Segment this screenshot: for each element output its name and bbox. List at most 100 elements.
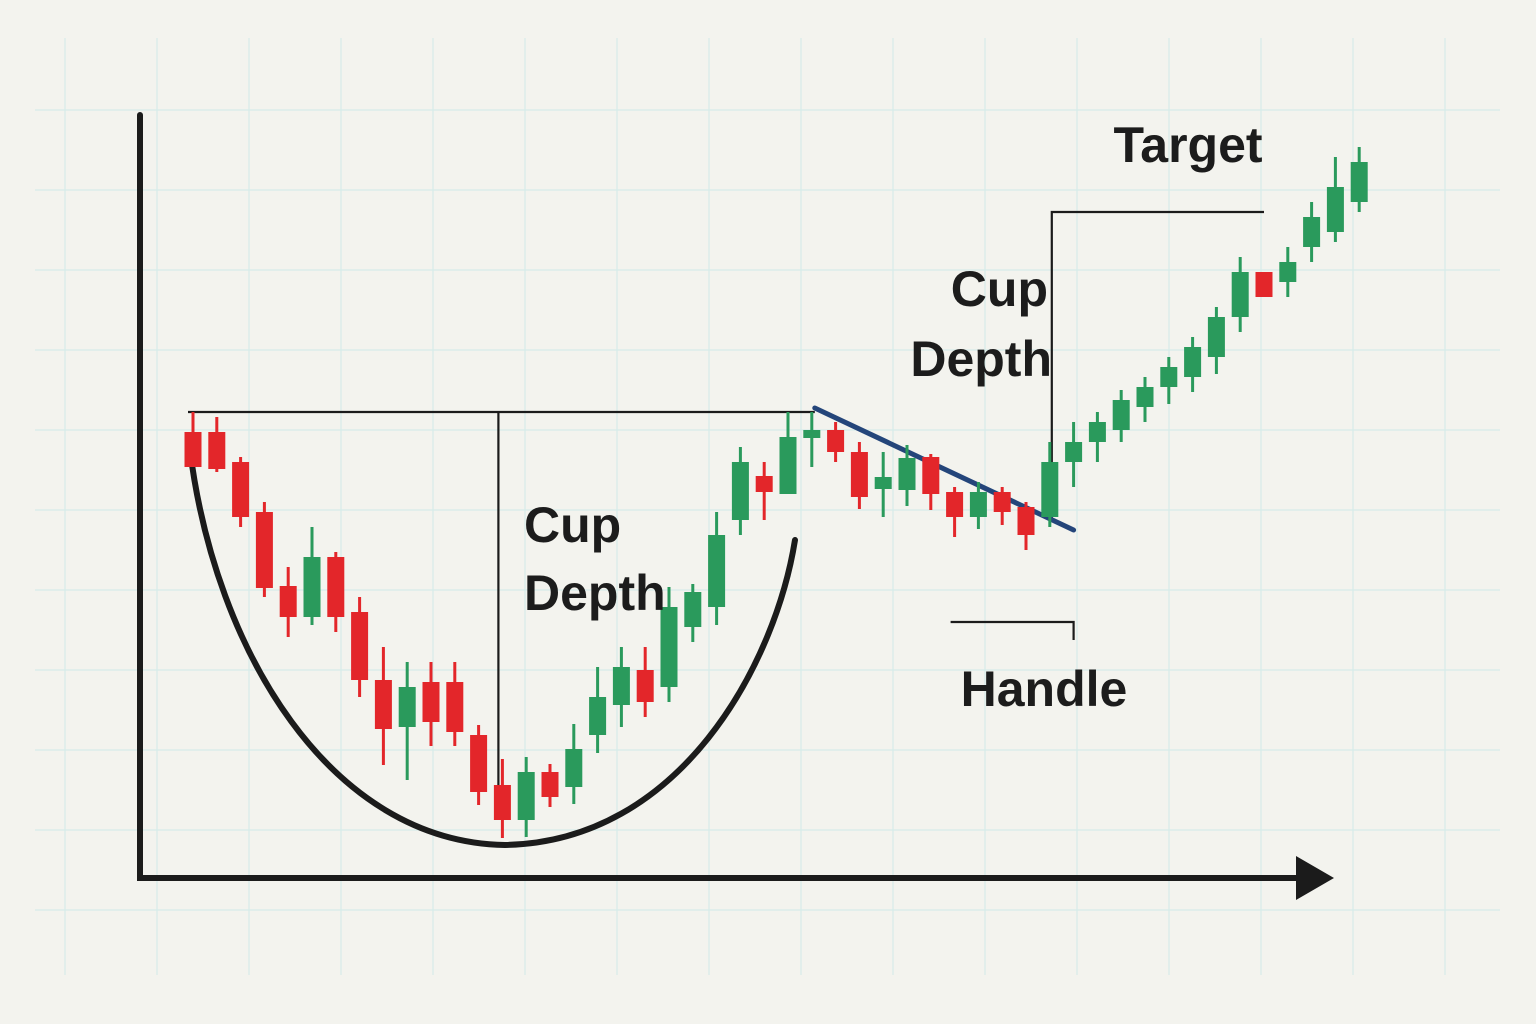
candle-body bbox=[708, 535, 726, 607]
candle-body bbox=[398, 687, 416, 727]
candle-body bbox=[874, 477, 892, 489]
candle bbox=[446, 662, 464, 746]
candle-body bbox=[589, 697, 607, 735]
candle-body bbox=[1088, 422, 1106, 442]
candle-body bbox=[946, 492, 964, 517]
candle-body bbox=[1326, 187, 1344, 232]
candle-body bbox=[1279, 262, 1297, 282]
candle-body bbox=[374, 680, 392, 729]
candle bbox=[755, 462, 773, 520]
candle-body bbox=[827, 430, 845, 452]
handle-label: Handle bbox=[961, 661, 1128, 717]
candle-body bbox=[208, 432, 226, 469]
candle-body bbox=[803, 430, 821, 438]
candle bbox=[874, 452, 892, 517]
candle-body bbox=[422, 682, 440, 722]
cup-curve bbox=[187, 447, 798, 849]
candle-body bbox=[684, 592, 702, 627]
candle bbox=[303, 527, 321, 625]
candle bbox=[1350, 147, 1368, 212]
x-axis-arrow bbox=[1296, 856, 1334, 900]
candle bbox=[493, 759, 511, 838]
candle bbox=[1255, 272, 1273, 297]
candle bbox=[517, 757, 535, 837]
candle bbox=[398, 662, 416, 780]
candle-body bbox=[493, 785, 511, 820]
handle-bracket bbox=[950, 620, 1075, 640]
cup-depth-label-1-line-1: Cup bbox=[524, 497, 621, 553]
candle bbox=[1279, 247, 1297, 297]
candle-body bbox=[1207, 317, 1225, 357]
target-projection-line bbox=[1050, 210, 1264, 522]
candle-body bbox=[1255, 272, 1273, 297]
candle-body bbox=[731, 462, 749, 520]
candle bbox=[1041, 442, 1059, 527]
candle bbox=[827, 422, 845, 462]
candle-body bbox=[351, 612, 369, 680]
candle-body bbox=[470, 735, 488, 792]
candle-body bbox=[636, 670, 654, 702]
candle-body bbox=[1350, 162, 1368, 202]
candle-body bbox=[612, 667, 630, 705]
candle bbox=[1017, 502, 1035, 550]
candle bbox=[279, 567, 297, 637]
candle-body bbox=[327, 557, 345, 617]
candle bbox=[541, 764, 559, 807]
guide-lines bbox=[188, 210, 1264, 807]
candle bbox=[1160, 357, 1178, 404]
candle-body bbox=[303, 557, 321, 617]
candle bbox=[351, 597, 369, 697]
annotations: Cup Depth Cup Depth Handle Target bbox=[524, 117, 1263, 717]
candle-body bbox=[1017, 507, 1035, 535]
candle bbox=[708, 512, 726, 625]
candle bbox=[731, 447, 749, 535]
y-axis bbox=[137, 112, 1303, 881]
candle bbox=[969, 482, 987, 529]
candle bbox=[184, 412, 202, 467]
candle bbox=[803, 412, 821, 467]
candle bbox=[1136, 377, 1154, 422]
candle bbox=[1303, 202, 1321, 262]
candle-body bbox=[993, 492, 1011, 512]
candle bbox=[255, 502, 273, 597]
candle bbox=[922, 454, 940, 510]
target-label: Target bbox=[1113, 117, 1262, 173]
candle-body bbox=[1160, 367, 1178, 387]
candle bbox=[1326, 157, 1344, 242]
candle-body bbox=[565, 749, 583, 787]
candle-body bbox=[517, 772, 535, 820]
candle bbox=[850, 442, 868, 509]
candle-body bbox=[1231, 272, 1249, 317]
candle bbox=[993, 487, 1011, 525]
candle-body bbox=[232, 462, 250, 517]
candle-body bbox=[755, 476, 773, 492]
candle bbox=[779, 412, 797, 494]
candle bbox=[470, 725, 488, 805]
candle bbox=[374, 647, 392, 765]
candle-body bbox=[1184, 347, 1202, 377]
candle bbox=[660, 587, 678, 702]
candle-body bbox=[1303, 217, 1321, 247]
candle bbox=[1184, 337, 1202, 392]
candle-body bbox=[1112, 400, 1130, 430]
background-grid bbox=[35, 38, 1500, 975]
candle bbox=[1207, 307, 1225, 374]
candle-body bbox=[541, 772, 559, 797]
candle bbox=[589, 667, 607, 753]
candle-body bbox=[922, 457, 940, 494]
axes bbox=[137, 112, 1334, 900]
candle bbox=[1065, 422, 1083, 487]
candle bbox=[565, 724, 583, 804]
candle bbox=[612, 647, 630, 727]
cup-depth-label-2-line-1: Cup bbox=[951, 261, 1048, 317]
candle-body bbox=[279, 586, 297, 617]
candle-body bbox=[255, 512, 273, 588]
candle bbox=[422, 662, 440, 746]
candlesticks bbox=[184, 147, 1368, 838]
candle bbox=[898, 445, 916, 506]
candle bbox=[946, 487, 964, 537]
candle-body bbox=[969, 492, 987, 517]
cup-depth-label-2-line-2: Depth bbox=[910, 331, 1052, 387]
candle bbox=[1231, 257, 1249, 332]
